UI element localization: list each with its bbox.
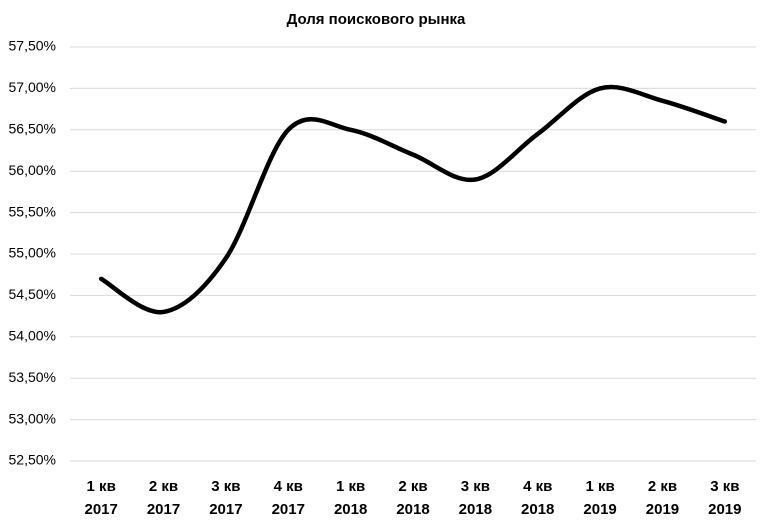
y-tick-label: 55,00% [9, 245, 56, 261]
y-tick-label: 57,00% [9, 79, 56, 95]
y-tick-label: 53,50% [9, 369, 56, 385]
x-tick-label: 2017 [209, 501, 242, 518]
y-tick-label: 56,00% [9, 162, 56, 178]
x-tick-label: 2018 [459, 501, 492, 518]
y-tick-label: 54,50% [9, 286, 56, 302]
x-tick-label: 2019 [646, 501, 679, 518]
x-tick-label: 2019 [708, 501, 741, 518]
chart-title: Доля поискового рынка [287, 11, 466, 28]
x-tick-label: 1 кв [585, 478, 614, 495]
x-tick-label: 4 кв [523, 478, 552, 495]
x-tick-label: 2017 [147, 501, 180, 518]
y-tick-label: 54,00% [9, 328, 56, 344]
x-tick-label: 3 кв [461, 478, 490, 495]
y-tick-label: 57,50% [9, 38, 56, 54]
x-tick-label: 2019 [583, 501, 616, 518]
x-tick-label: 2017 [272, 501, 305, 518]
line [98, 84, 728, 315]
x-tick-label: 2 кв [398, 478, 427, 495]
x-tick-label: 4 кв [274, 478, 303, 495]
x-tick-label: 2017 [84, 501, 117, 518]
y-tick-label: 53,00% [9, 410, 56, 426]
x-tick-label: 3 кв [211, 478, 240, 495]
x-tick-label: 2 кв [648, 478, 677, 495]
x-tick-label: 2 кв [149, 478, 178, 495]
x-tick-label: 3 кв [710, 478, 739, 495]
x-tick-label: 2018 [334, 501, 367, 518]
x-tick-label: 1 кв [87, 478, 116, 495]
x-tick-label: 1 кв [336, 478, 365, 495]
y-tick-label: 55,50% [9, 203, 56, 219]
x-tick-label: 2018 [396, 501, 429, 518]
x-tick-label: 2018 [521, 501, 554, 518]
y-tick-label: 52,50% [9, 452, 56, 468]
y-tick-label: 56,50% [9, 121, 56, 137]
